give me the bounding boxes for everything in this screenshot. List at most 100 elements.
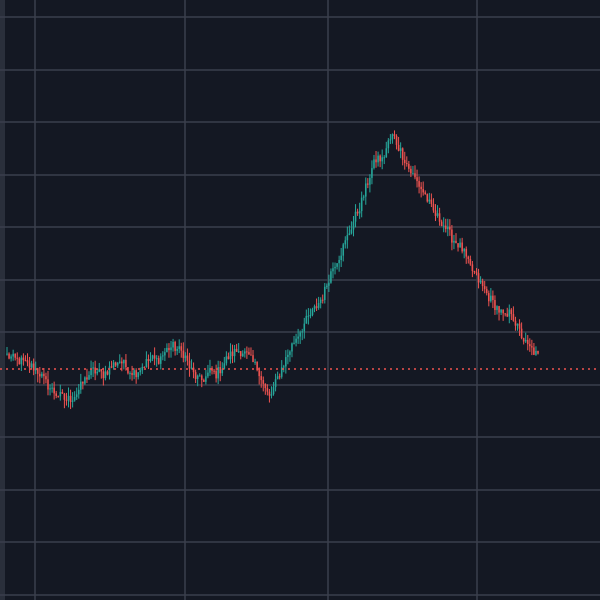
candle-body xyxy=(506,313,509,317)
candle-body xyxy=(264,383,267,389)
candle-body xyxy=(75,394,78,397)
candle-body xyxy=(496,306,498,311)
candle-body xyxy=(528,344,531,347)
candle-body xyxy=(393,134,396,137)
candle-body xyxy=(522,338,525,342)
candle-body xyxy=(364,183,367,197)
candle-body xyxy=(254,361,256,363)
candle-body xyxy=(32,363,35,371)
candle-body xyxy=(408,163,410,169)
candle-body xyxy=(494,299,496,311)
candle-body xyxy=(8,353,10,359)
candle-body xyxy=(164,352,166,356)
candle-body xyxy=(90,368,92,376)
candle-body xyxy=(166,347,168,353)
candle-body xyxy=(149,359,152,362)
candle-body xyxy=(395,136,398,145)
candle-body xyxy=(213,370,215,372)
candle-body xyxy=(375,159,377,163)
candle-body xyxy=(344,240,347,245)
candle-body xyxy=(73,396,76,401)
candle-body xyxy=(215,370,217,379)
candle-body xyxy=(176,348,178,351)
candle-body xyxy=(80,381,82,390)
candle-body xyxy=(533,347,535,355)
candle-body xyxy=(520,328,523,339)
candle-body xyxy=(512,314,515,321)
candle-body xyxy=(39,373,41,377)
candle-body xyxy=(317,302,320,308)
candle-body xyxy=(250,354,252,356)
candle-body xyxy=(473,270,476,273)
candle-body xyxy=(338,260,340,264)
candle-body xyxy=(498,306,500,313)
candle-body xyxy=(424,192,427,195)
candle-body xyxy=(475,272,478,274)
candle-body xyxy=(477,273,480,283)
candle-body xyxy=(57,395,60,397)
candle-body xyxy=(118,361,121,363)
candle-body xyxy=(260,376,263,381)
candle-body xyxy=(231,351,234,357)
candle-body xyxy=(510,309,513,315)
candle-body xyxy=(332,268,334,272)
candle-body xyxy=(192,367,195,373)
candle-body xyxy=(342,244,345,256)
candle-body xyxy=(125,359,127,368)
candle-body xyxy=(500,309,502,313)
candle-body xyxy=(526,339,529,345)
candle-body xyxy=(416,177,418,182)
candle-body xyxy=(514,320,517,326)
candle-body xyxy=(262,380,265,384)
candle-series xyxy=(6,130,539,410)
candle-body xyxy=(108,366,111,375)
candle-body xyxy=(276,376,279,380)
candle-body xyxy=(487,293,490,302)
candle-body xyxy=(45,376,47,380)
candle-body xyxy=(55,393,58,396)
candle-body xyxy=(432,203,435,211)
candle-body xyxy=(92,367,94,369)
candle-body xyxy=(246,351,248,353)
candle-body xyxy=(358,211,361,214)
candle-body xyxy=(442,225,445,227)
candle-body xyxy=(127,367,129,374)
candle-body xyxy=(61,391,64,394)
candle-body xyxy=(381,157,383,162)
candle-body xyxy=(299,332,301,337)
candle-body xyxy=(10,356,12,359)
candle-body xyxy=(34,368,37,371)
chart-left-border xyxy=(0,0,5,600)
candle-body xyxy=(463,248,465,252)
candle-body xyxy=(336,263,338,267)
candle-body xyxy=(434,210,437,216)
candle-body xyxy=(369,177,371,185)
candle-body xyxy=(352,221,355,230)
candle-body xyxy=(418,181,420,187)
candle-body xyxy=(270,394,273,396)
candle-body xyxy=(36,368,39,374)
candle-body xyxy=(207,372,209,377)
candle-body xyxy=(26,360,29,363)
candle-body xyxy=(69,395,72,402)
candle-body xyxy=(293,342,295,344)
candle-body xyxy=(233,348,236,357)
candle-body xyxy=(133,370,135,376)
candle-body xyxy=(139,370,142,373)
candle-body xyxy=(221,368,224,374)
candle-body xyxy=(274,379,277,388)
candle-body xyxy=(537,350,539,354)
candle-body xyxy=(203,380,205,382)
candle-body xyxy=(303,323,306,332)
candle-body xyxy=(492,295,494,300)
candle-body xyxy=(211,368,213,371)
candle-body xyxy=(198,375,201,377)
candle-body xyxy=(285,357,287,367)
candle-body xyxy=(159,356,162,364)
candle-body xyxy=(49,388,51,390)
candle-body xyxy=(467,256,470,260)
candle-body xyxy=(272,387,275,395)
candle-body xyxy=(114,362,117,366)
